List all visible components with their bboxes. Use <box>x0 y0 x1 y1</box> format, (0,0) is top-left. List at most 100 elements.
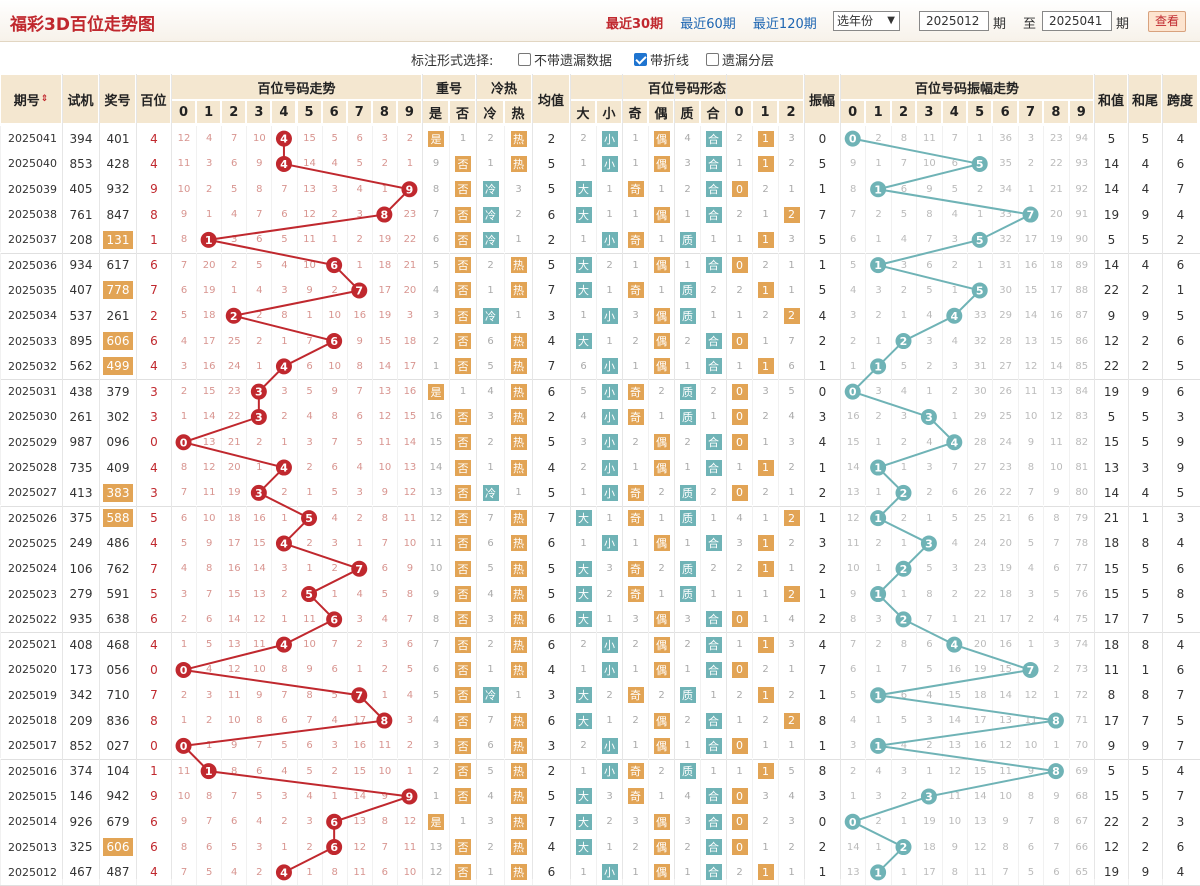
r012-label: 0 <box>731 181 748 198</box>
trend-ball <box>296 505 322 531</box>
amp-miss: 87 <box>1068 303 1094 329</box>
prime-miss: 1 <box>700 404 726 430</box>
amp-miss: 26 <box>992 379 1017 405</box>
amp-miss: 23 <box>992 454 1017 481</box>
hot-badge: 热 <box>504 429 532 455</box>
period-link-120[interactable]: 最近120期 <box>752 17 817 32</box>
trend-miss: 4 <box>321 505 347 531</box>
trend-miss: 2 <box>396 126 422 152</box>
r012-badge: 1 <box>752 227 778 253</box>
svg-text:7: 7 <box>1027 209 1035 222</box>
option-miss-layers[interactable]: 遗漏分层 <box>706 50 774 69</box>
trend-miss: 3 <box>271 379 296 405</box>
header-r012-2: 2 <box>778 100 804 124</box>
r012-miss: 2 <box>778 151 804 177</box>
option-with-polyline[interactable]: 带折线 <box>634 50 689 69</box>
amp-miss: 89 <box>1068 252 1094 278</box>
amp-ball: 2 <box>895 560 912 577</box>
period-link-30[interactable]: 最近30期 <box>606 17 664 32</box>
trend-miss: 10 <box>321 303 347 329</box>
range-from-input[interactable]: 2025012 <box>919 11 989 31</box>
range-to-input[interactable]: 2025041 <box>1042 11 1112 31</box>
size-label: 大 <box>575 333 592 350</box>
amp-miss: 94 <box>1068 126 1094 152</box>
svg-text:5: 5 <box>976 234 984 247</box>
amp-miss: 2 <box>941 252 967 278</box>
amp-ball: 3 <box>920 408 937 425</box>
parity-badge: 偶 <box>648 530 674 557</box>
amp-ball: 5 <box>971 282 988 299</box>
r012-miss: 2 <box>778 454 804 481</box>
trend-miss: 1 <box>196 201 221 228</box>
size-miss: 1 <box>596 328 622 354</box>
repeat-label: 否 <box>455 484 471 501</box>
repeat-badge: 否 <box>449 530 476 557</box>
amp-ball <box>890 328 916 354</box>
size-badge: 小 <box>596 227 622 253</box>
trend-miss: 9 <box>196 530 221 557</box>
r012-badge: 1 <box>752 353 778 379</box>
trend-miss: 7 <box>371 530 397 557</box>
trend-miss: 6 <box>321 454 347 481</box>
svg-text:8: 8 <box>381 209 389 222</box>
amp-miss: 3 <box>1017 126 1043 152</box>
checkbox-checked-icon[interactable] <box>634 53 647 66</box>
query-button[interactable]: 查看 <box>1148 11 1186 32</box>
trend-ball <box>271 151 296 177</box>
hot-badge: 热 <box>504 353 532 379</box>
chevron-down-icon: ▼ <box>887 15 895 26</box>
trend-miss: 11 <box>371 429 397 455</box>
hot-label: 热 <box>510 408 527 425</box>
trend-ball <box>196 227 221 253</box>
r012-label: 1 <box>757 155 774 172</box>
checkbox-unchecked-icon[interactable] <box>706 53 719 66</box>
amp-miss: 78 <box>1068 530 1094 557</box>
trend-ball: 9 <box>401 181 418 198</box>
amp-miss: 77 <box>1068 556 1094 582</box>
size-miss: 1 <box>596 277 622 304</box>
sort-icon[interactable]: ⇕ <box>40 94 49 104</box>
size-badge: 小 <box>596 480 622 506</box>
amp-miss: 1 <box>916 379 941 405</box>
trend-ball <box>271 530 296 557</box>
amp-miss: 1 <box>941 277 967 304</box>
amp-miss: 8 <box>916 201 941 228</box>
amp-miss: 1 <box>941 404 967 430</box>
parity-label: 奇 <box>627 560 644 577</box>
checkbox-unchecked-icon[interactable] <box>518 53 531 66</box>
amp-ball: 0 <box>844 130 861 147</box>
composite-label: 合 <box>705 130 722 147</box>
option-no-miss-data[interactable]: 不带遗漏数据 <box>518 50 612 69</box>
size-label: 大 <box>575 560 592 577</box>
r012-miss: 7 <box>778 328 804 354</box>
header-even: 偶 <box>648 100 674 124</box>
trend-miss: 3 <box>271 277 296 304</box>
amp-miss: 1 <box>865 328 890 354</box>
trend-miss: 4 <box>246 277 271 304</box>
year-select[interactable]: 选年份 ▼ <box>833 11 900 31</box>
trend-miss: 16 <box>196 353 221 379</box>
hot-label: 热 <box>510 383 527 400</box>
period-links: 最近30期 最近60期 最近120期 <box>606 13 830 32</box>
amp-miss: 2 <box>916 353 941 379</box>
trend-miss: 1 <box>296 303 322 329</box>
header-trend-digit-1: 1 <box>196 100 222 124</box>
amp-ball: 0 <box>844 383 861 400</box>
parity-label: 奇 <box>627 484 644 501</box>
trend-miss: 17 <box>196 328 221 354</box>
hot-label: 热 <box>510 434 527 451</box>
hot-badge: 热 <box>504 404 532 430</box>
amp-ball <box>916 530 941 557</box>
header-period[interactable]: 期号 ⇕ <box>0 74 62 124</box>
parity-label: 偶 <box>653 155 670 172</box>
prize-badge: 131 <box>103 230 133 249</box>
header-span: 跨度 <box>1162 74 1198 124</box>
repeat-badge: 否 <box>449 176 476 202</box>
repeat-label: 否 <box>455 181 471 198</box>
svg-text:4: 4 <box>280 462 288 475</box>
option-label: 遗漏分层 <box>722 54 775 69</box>
amp-miss: 20 <box>992 530 1017 557</box>
svg-text:3: 3 <box>925 790 933 803</box>
repeat-badge: 否 <box>449 480 476 506</box>
period-link-60[interactable]: 最近60期 <box>680 17 736 32</box>
